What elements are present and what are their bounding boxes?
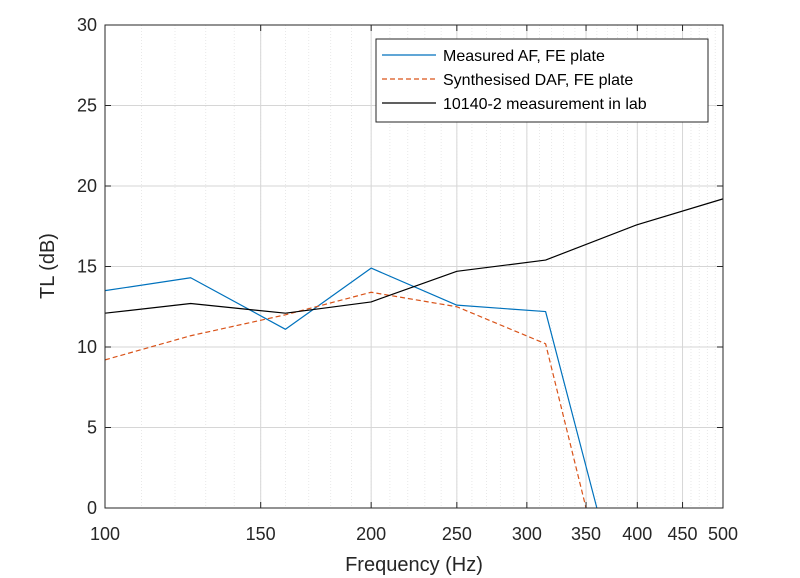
series-line-2	[104, 291, 587, 509]
x-tick-label: 400	[622, 524, 652, 544]
legend-label-2: Synthesised DAF, FE plate	[443, 72, 633, 89]
legend-label-3: 10140-2 measurement in lab	[443, 96, 647, 113]
y-tick-label: 20	[77, 176, 97, 196]
legend-label-1: Measured AF, FE plate	[443, 48, 605, 65]
y-tick-labels: 0 5 10 15 20 25 30	[77, 15, 97, 518]
series-line-3	[104, 198, 724, 314]
x-tick-label: 250	[442, 524, 472, 544]
y-tick-label: 15	[77, 257, 97, 277]
x-tick-label: 300	[512, 524, 542, 544]
x-tick-labels: 100 150 200 250 300 350 400 450 500	[90, 524, 738, 544]
y-tick-label: 0	[87, 498, 97, 518]
ticks	[104, 24, 724, 509]
y-axis-label: TL (dB)	[37, 233, 59, 299]
series-group	[104, 198, 724, 509]
legend: Measured AF, FE plate Synthesised DAF, FE…	[375, 38, 709, 123]
x-axis-label: Frequency (Hz)	[345, 554, 483, 576]
y-tick-label: 25	[77, 96, 97, 116]
x-tick-label: 350	[571, 524, 601, 544]
x-tick-label: 450	[668, 524, 698, 544]
y-tick-label: 5	[87, 418, 97, 438]
y-tick-label: 30	[77, 15, 97, 35]
x-tick-label: 500	[708, 524, 738, 544]
y-tick-label: 10	[77, 337, 97, 357]
legend-box	[375, 38, 709, 123]
x-tick-label: 100	[90, 524, 120, 544]
x-tick-label: 150	[246, 524, 276, 544]
series-line-1	[104, 267, 598, 509]
x-tick-label: 200	[356, 524, 386, 544]
